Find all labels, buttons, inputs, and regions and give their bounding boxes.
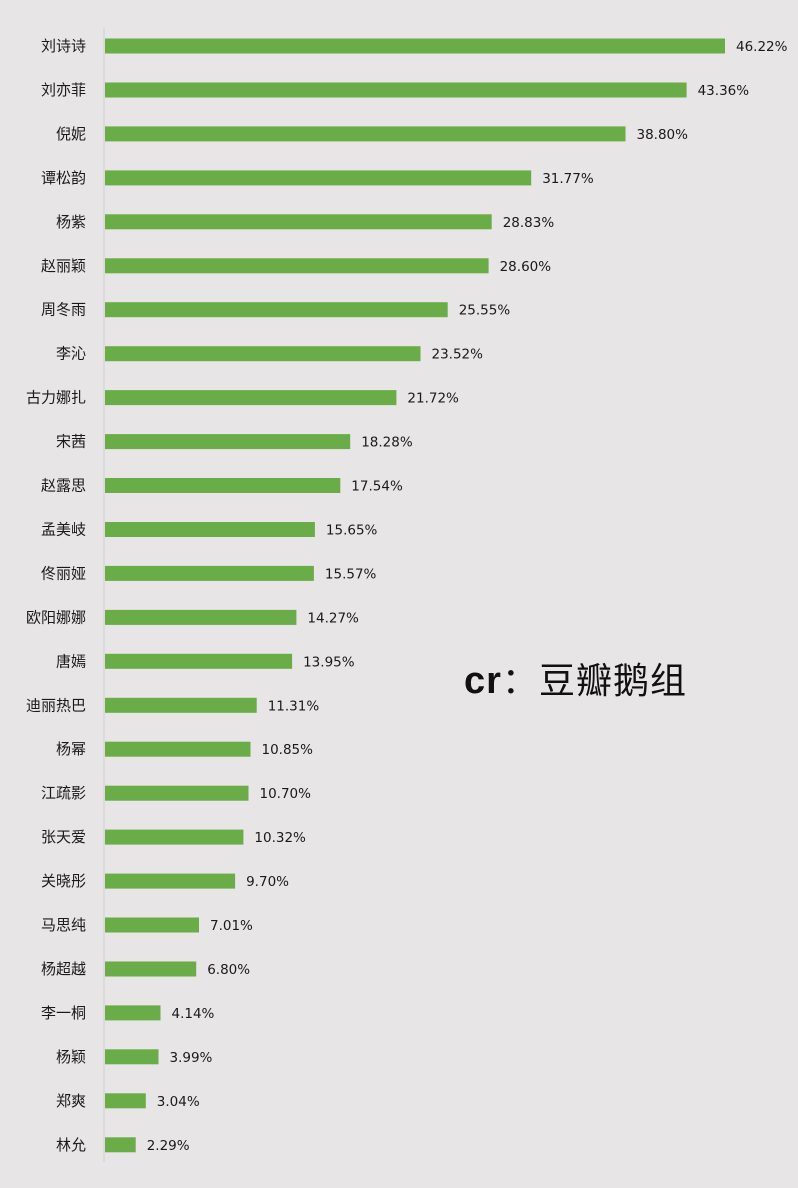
category-label-1: 刘亦菲 — [41, 81, 86, 99]
bar-3 — [105, 170, 532, 186]
value-label-7: 23.52% — [432, 347, 484, 363]
bar-10 — [105, 478, 341, 493]
value-label-12: 15.57% — [325, 566, 377, 582]
category-label-22: 李一桐 — [41, 1004, 86, 1022]
bar-16 — [105, 741, 251, 757]
bar-15 — [105, 697, 257, 713]
value-label-0: 46.22% — [736, 39, 788, 55]
source-watermark: cr：豆瓣鹅组 — [464, 652, 687, 704]
value-label-5: 28.60% — [500, 259, 552, 275]
bar-11 — [105, 522, 315, 537]
category-label-11: 孟美岐 — [41, 521, 86, 539]
category-label-10: 赵露思 — [41, 477, 86, 495]
category-label-21: 杨超越 — [41, 960, 86, 978]
category-label-24: 郑爽 — [56, 1092, 86, 1110]
category-label-2: 倪妮 — [56, 125, 86, 143]
value-label-6: 25.55% — [459, 303, 511, 319]
bar-19 — [105, 873, 236, 889]
bar-21 — [105, 961, 197, 977]
bar-24 — [105, 1093, 146, 1109]
category-label-19: 关晓彤 — [41, 872, 86, 890]
bars-group — [105, 38, 725, 1153]
bar-4 — [105, 214, 492, 230]
bar-14 — [105, 653, 293, 669]
bar-7 — [105, 346, 421, 362]
category-label-15: 迪丽热巴 — [26, 696, 86, 714]
value-label-20: 7.01% — [210, 918, 253, 934]
category-label-5: 赵丽颖 — [41, 257, 86, 275]
category-label-16: 杨幂 — [56, 740, 86, 758]
category-label-7: 李沁 — [56, 345, 86, 363]
bar-20 — [105, 917, 199, 933]
category-label-20: 马思纯 — [41, 916, 86, 934]
value-label-9: 18.28% — [361, 435, 413, 451]
category-label-14: 唐嫣 — [56, 652, 86, 670]
value-label-13: 14.27% — [307, 610, 359, 626]
watermark-source: 豆瓣鹅组 — [538, 661, 687, 702]
category-label-25: 林允 — [56, 1136, 86, 1154]
value-label-11: 15.65% — [326, 523, 378, 539]
category-label-3: 谭松韵 — [41, 169, 86, 187]
value-label-21: 6.80% — [207, 962, 250, 978]
value-label-14: 13.95% — [303, 654, 355, 670]
bar-18 — [105, 829, 244, 845]
bar-17 — [105, 785, 249, 801]
category-label-12: 佟丽娅 — [41, 564, 86, 582]
category-labels-group: 刘诗诗刘亦菲倪妮谭松韵杨紫赵丽颖周冬雨李沁古力娜扎宋茜赵露思孟美岐佟丽娅欧阳娜娜… — [26, 37, 86, 1154]
category-label-17: 江疏影 — [41, 784, 86, 802]
bar-1 — [105, 82, 687, 98]
value-labels-group: 46.22% 43.36% 38.80% 31.77% 28.83% 28.60% 25.5… — [147, 39, 788, 1154]
watermark-prefix: cr — [464, 660, 502, 702]
value-label-25: 2.29% — [147, 1138, 190, 1154]
value-label-10: 17.54% — [351, 479, 403, 495]
value-label-15: 11.31% — [268, 698, 320, 714]
category-label-8: 古力娜扎 — [26, 389, 86, 407]
category-label-23: 杨颖 — [56, 1048, 86, 1066]
value-label-4: 28.83% — [503, 215, 555, 231]
value-label-23: 3.99% — [170, 1050, 213, 1066]
category-label-13: 欧阳娜娜 — [26, 608, 86, 626]
bar-5 — [105, 258, 489, 274]
value-label-18: 10.32% — [254, 830, 306, 846]
value-label-8: 21.72% — [407, 391, 459, 407]
bar-2 — [105, 126, 626, 142]
value-label-17: 10.70% — [260, 786, 312, 802]
category-label-9: 宋茜 — [56, 433, 86, 451]
bar-23 — [105, 1049, 159, 1065]
category-label-0: 刘诗诗 — [41, 37, 86, 55]
value-label-1: 43.36% — [698, 83, 750, 99]
bar-22 — [105, 1005, 161, 1021]
value-label-16: 10.85% — [262, 742, 314, 758]
bar-8 — [105, 390, 397, 406]
bar-12 — [105, 565, 314, 581]
bar-0 — [105, 38, 725, 54]
bar-25 — [105, 1137, 136, 1153]
watermark-separator: ： — [501, 661, 539, 702]
category-label-6: 周冬雨 — [41, 301, 86, 319]
category-label-18: 张天爱 — [41, 828, 86, 846]
bar-13 — [105, 609, 297, 625]
value-label-19: 9.70% — [246, 874, 289, 890]
value-label-24: 3.04% — [157, 1094, 200, 1110]
value-label-2: 38.80% — [637, 127, 689, 143]
value-label-3: 31.77% — [542, 171, 594, 187]
bar-9 — [105, 434, 351, 450]
value-label-22: 4.14% — [172, 1006, 215, 1022]
bar-6 — [105, 302, 448, 318]
category-label-4: 杨紫 — [56, 213, 86, 231]
